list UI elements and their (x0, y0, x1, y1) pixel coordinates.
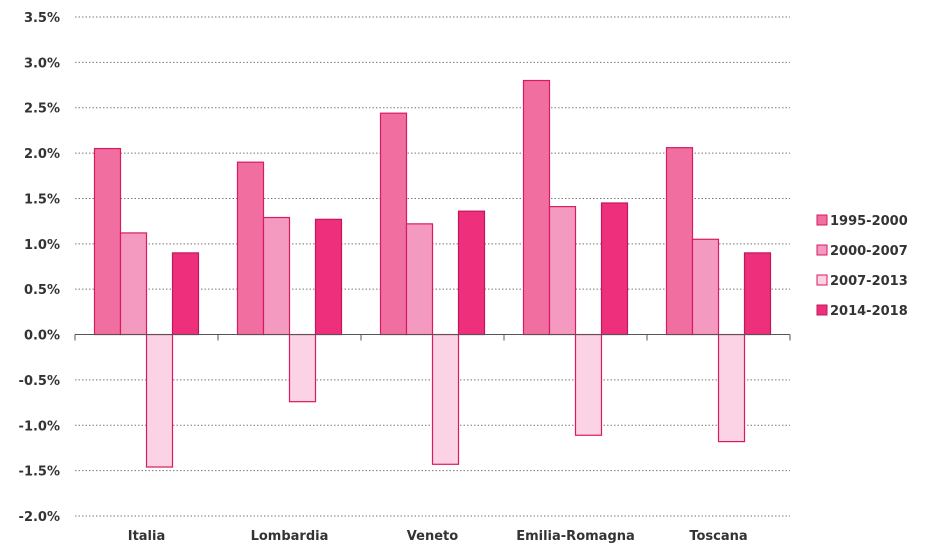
y-tick-label: 0.5% (24, 283, 60, 298)
bar-2000-2007-Emilia-Romagna (548, 206, 577, 336)
bar-2007-2013-Veneto (431, 333, 460, 465)
bar-2007-2013-Lombardia (288, 333, 317, 403)
bar-2014-2018-Italia (171, 252, 200, 336)
legend-label: 2007-2013 (830, 274, 908, 289)
bar-2000-2007-Italia (119, 232, 148, 336)
y-tick-label: 3.0% (24, 56, 60, 71)
y-tick-label: 2.0% (24, 147, 60, 162)
bar-2000-2007-Veneto (405, 223, 434, 336)
x-tick-label: Lombardia (251, 529, 329, 544)
y-tick-label: -1.0% (19, 419, 60, 434)
legend-swatch (816, 304, 828, 316)
bar-2014-2018-Toscana (743, 252, 772, 336)
x-tick-label: Toscana (689, 529, 747, 544)
x-tick-label: Emilia-Romagna (516, 529, 635, 544)
legend-swatch (816, 244, 828, 256)
legend-label: 2014-2018 (830, 304, 908, 319)
bar-1995-2000-Toscana (665, 147, 694, 336)
bar-2007-2013-Toscana (717, 333, 746, 443)
y-tick-label: 0.0% (24, 329, 60, 344)
y-tick-label: -2.0% (19, 510, 60, 525)
x-tick-label: Veneto (407, 529, 458, 544)
y-tick-label: -1.5% (19, 465, 60, 480)
bar-1995-2000-Lombardia (236, 161, 265, 336)
bar-2000-2007-Lombardia (262, 216, 291, 336)
bar-2014-2018-Lombardia (314, 218, 343, 336)
legend-swatch (816, 274, 828, 286)
y-tick-label: -0.5% (19, 374, 60, 389)
y-tick-label: 1.5% (24, 192, 60, 207)
bar-1995-2000-Veneto (379, 112, 408, 336)
legend-label: 2000-2007 (830, 244, 908, 259)
bar-2000-2007-Toscana (691, 238, 720, 336)
bar-2014-2018-Emilia-Romagna (600, 202, 629, 336)
bar-1995-2000-Italia (93, 147, 122, 336)
bars (93, 79, 772, 468)
x-axis: Italia Lombardia Veneto Emilia-Romagna Tosca… (74, 334, 791, 544)
y-axis: 3.5% 3.0% 2.5% 2.0% 1.5% 1.0% 0.5% 0.0% -0.5% -1.… (19, 11, 60, 525)
bar-2007-2013-Emilia-Romagna (574, 333, 603, 436)
y-tick-label: 1.0% (24, 238, 60, 253)
legend-swatch (816, 214, 828, 226)
x-tick-label: Italia (128, 529, 166, 544)
y-tick-label: 3.5% (24, 11, 60, 26)
bar-2007-2013-Italia (145, 333, 174, 468)
legend-label: 1995-2000 (830, 214, 908, 229)
bar-2014-2018-Veneto (457, 210, 486, 336)
bar-1995-2000-Emilia-Romagna (522, 79, 551, 336)
y-tick-label: 2.5% (24, 102, 60, 117)
legend: 1995-2000 2000-2007 2007-2013 2014-2018 (816, 214, 908, 319)
